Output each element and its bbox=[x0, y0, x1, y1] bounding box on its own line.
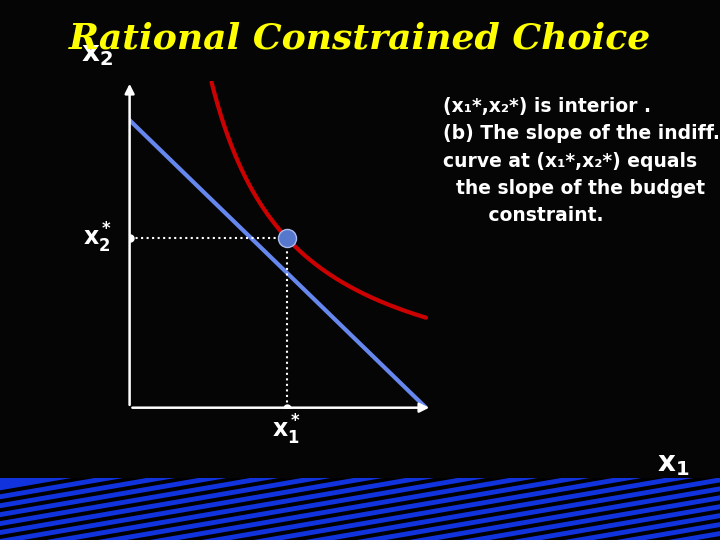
Polygon shape bbox=[75, 478, 458, 540]
Text: $\mathbf{x_2^*}$: $\mathbf{x_2^*}$ bbox=[83, 221, 112, 255]
Polygon shape bbox=[490, 478, 720, 540]
Polygon shape bbox=[0, 478, 302, 540]
Polygon shape bbox=[438, 478, 720, 540]
Polygon shape bbox=[179, 478, 562, 540]
Polygon shape bbox=[127, 478, 510, 540]
Polygon shape bbox=[0, 478, 354, 540]
Polygon shape bbox=[0, 478, 199, 540]
Text: $\mathbf{x_2}$: $\mathbf{x_2}$ bbox=[81, 40, 113, 68]
Polygon shape bbox=[0, 478, 251, 540]
Polygon shape bbox=[593, 478, 720, 540]
Polygon shape bbox=[386, 478, 720, 540]
Text: (x₁*,x₂*) is interior .
(b) The slope of the indiff.
curve at (x₁*,x₂*) equals
 : (x₁*,x₂*) is interior . (b) The slope of… bbox=[443, 97, 720, 225]
Text: $\mathbf{x_1^*}$: $\mathbf{x_1^*}$ bbox=[272, 413, 302, 447]
Polygon shape bbox=[697, 478, 720, 540]
Polygon shape bbox=[230, 478, 613, 540]
Text: Rational Constrained Choice: Rational Constrained Choice bbox=[69, 22, 651, 56]
Polygon shape bbox=[0, 478, 95, 540]
Polygon shape bbox=[23, 478, 406, 540]
Text: $\mathbf{x_1}$: $\mathbf{x_1}$ bbox=[657, 450, 690, 478]
Polygon shape bbox=[282, 478, 665, 540]
Polygon shape bbox=[0, 478, 147, 540]
Polygon shape bbox=[334, 478, 717, 540]
Polygon shape bbox=[541, 478, 720, 540]
Polygon shape bbox=[645, 478, 720, 540]
